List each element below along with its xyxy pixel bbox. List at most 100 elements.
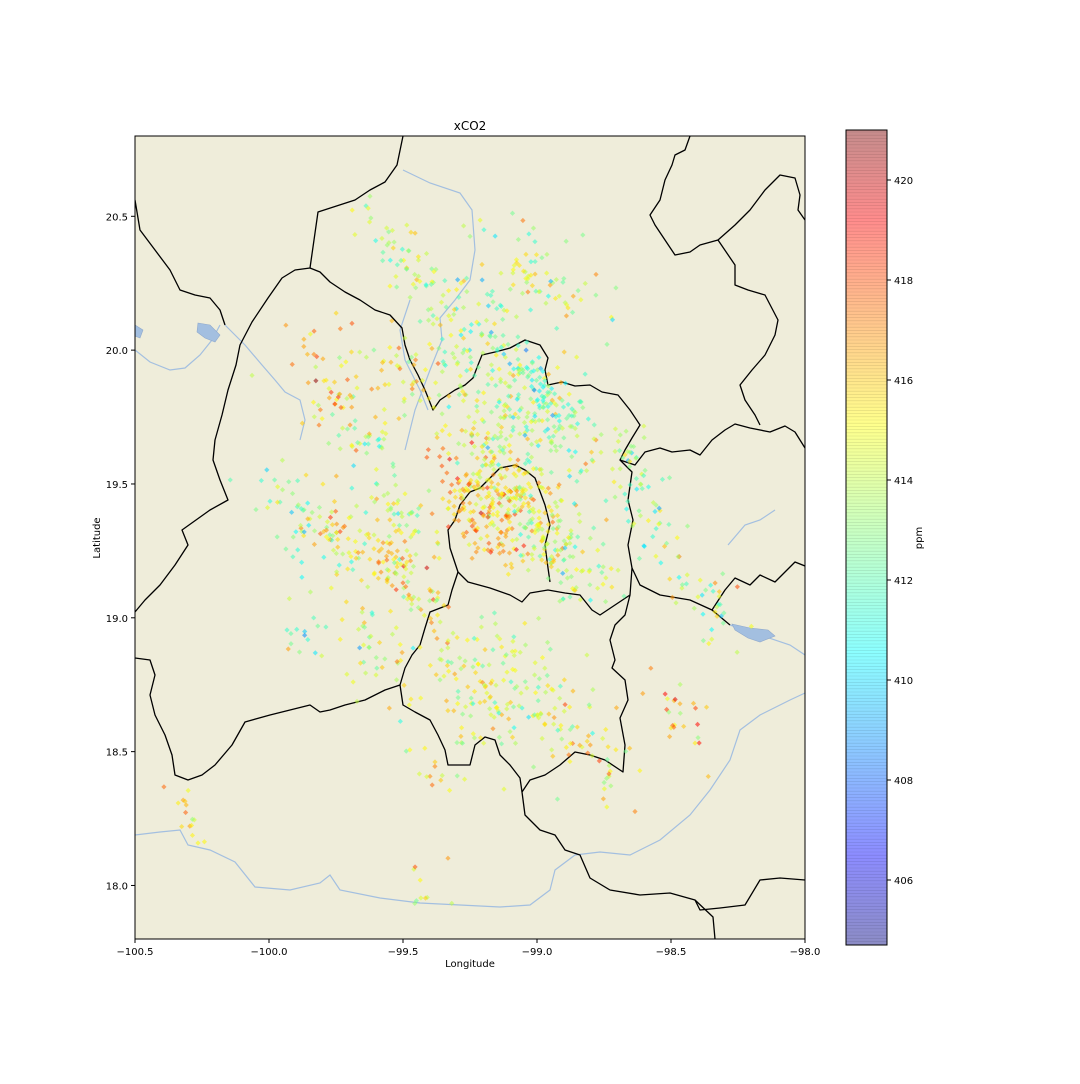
scatter-point bbox=[501, 403, 507, 409]
scatter-point bbox=[475, 364, 482, 370]
scatter-point bbox=[451, 311, 457, 318]
scatter-point bbox=[502, 562, 509, 568]
scatter-point bbox=[543, 689, 549, 695]
scatter-point bbox=[344, 377, 351, 383]
scatter-point bbox=[476, 301, 482, 307]
scatter-point bbox=[470, 471, 476, 477]
scatter-point bbox=[301, 343, 307, 350]
scatter-point bbox=[388, 359, 394, 365]
scatter-point bbox=[267, 498, 273, 504]
scatter-point bbox=[407, 294, 413, 300]
scatter-point bbox=[520, 367, 526, 373]
scatter-point bbox=[368, 633, 374, 639]
scatter-point bbox=[379, 359, 386, 366]
scatter-point bbox=[433, 672, 439, 678]
scatter-point bbox=[494, 512, 501, 519]
scatter-point bbox=[690, 700, 697, 706]
scatter-point bbox=[477, 735, 484, 741]
scatter-point bbox=[360, 623, 366, 629]
scatter-point bbox=[572, 425, 578, 432]
scatter-point bbox=[550, 433, 556, 439]
x-tick-label: −100.5 bbox=[116, 947, 153, 958]
scatter-point bbox=[552, 295, 559, 302]
scatter-point bbox=[484, 485, 490, 491]
scatter-point bbox=[369, 612, 375, 618]
scatter-point bbox=[445, 604, 452, 610]
scatter-point bbox=[445, 855, 451, 861]
scatter-point bbox=[482, 647, 488, 653]
colorbar-ticks: 406 408 410 412 414 416 418 420 bbox=[887, 176, 913, 887]
scatter-point bbox=[423, 282, 429, 288]
scatter-point bbox=[481, 547, 487, 553]
scatter-point bbox=[536, 289, 542, 295]
scatter-point bbox=[406, 592, 412, 598]
scatter-point bbox=[290, 534, 296, 540]
scatter-point bbox=[584, 738, 590, 744]
scatter-point bbox=[457, 508, 463, 514]
scatter-point bbox=[368, 494, 375, 501]
scatter-point bbox=[574, 724, 580, 730]
scatter-point bbox=[334, 571, 340, 578]
scatter-point bbox=[436, 345, 442, 351]
scatter-point bbox=[489, 496, 496, 502]
scatter-point bbox=[473, 527, 479, 534]
scatter-point bbox=[497, 444, 503, 450]
scatter-point bbox=[466, 414, 472, 420]
scatter-point bbox=[406, 702, 412, 708]
scatter-point bbox=[542, 378, 548, 384]
scatter-point bbox=[565, 401, 571, 408]
scatter-point bbox=[562, 300, 568, 306]
scatter-point bbox=[587, 582, 593, 588]
scatter-point bbox=[544, 270, 550, 276]
scatter-point bbox=[451, 355, 458, 361]
scatter-point bbox=[552, 705, 558, 711]
scatter-point bbox=[606, 771, 612, 777]
scatter-point bbox=[580, 232, 586, 238]
scatter-point bbox=[432, 759, 438, 765]
scatter-point bbox=[640, 690, 646, 697]
scatter-point bbox=[590, 687, 596, 693]
scatter-point bbox=[677, 710, 683, 716]
scatter-point bbox=[529, 360, 535, 366]
scatter-point bbox=[317, 531, 323, 537]
scatter-point bbox=[505, 571, 511, 577]
scatter-point bbox=[511, 546, 517, 552]
scatter-point bbox=[511, 366, 517, 372]
scatter-point bbox=[446, 498, 452, 505]
scatter-point bbox=[567, 553, 573, 560]
scatter-point bbox=[366, 219, 373, 225]
scatter-point bbox=[636, 555, 643, 562]
scatter-point bbox=[521, 500, 527, 507]
scatter-point bbox=[571, 408, 577, 414]
scatter-point bbox=[416, 771, 422, 777]
scatter-point bbox=[353, 548, 359, 555]
scatter-point bbox=[529, 377, 535, 383]
scatter-point bbox=[695, 735, 701, 741]
scatter-point bbox=[488, 680, 494, 686]
scatter-point bbox=[576, 511, 582, 517]
scatter-point bbox=[454, 740, 460, 746]
scatter-point bbox=[613, 705, 620, 711]
scatter-point bbox=[333, 508, 339, 514]
scatter-point bbox=[355, 626, 362, 632]
scatter-point bbox=[303, 472, 309, 478]
scatter-point bbox=[387, 608, 394, 614]
scatter-point bbox=[567, 740, 573, 747]
scatter-point bbox=[548, 508, 554, 514]
scatter-point bbox=[391, 522, 397, 528]
scatter-point bbox=[471, 735, 478, 741]
scatter-point bbox=[401, 594, 407, 600]
scatter-point bbox=[344, 426, 351, 432]
scatter-point bbox=[374, 665, 380, 671]
scatter-point bbox=[517, 649, 523, 655]
scatter-point bbox=[528, 396, 534, 402]
scatter-point bbox=[434, 316, 440, 322]
scatter-point bbox=[363, 354, 370, 360]
scatter-point bbox=[633, 455, 639, 461]
scatter-point bbox=[520, 558, 526, 564]
scatter-point bbox=[490, 345, 496, 351]
scatter-point bbox=[413, 898, 419, 904]
scatter-point bbox=[528, 495, 535, 502]
scatter-point bbox=[447, 456, 453, 462]
scatter-point bbox=[475, 545, 481, 551]
